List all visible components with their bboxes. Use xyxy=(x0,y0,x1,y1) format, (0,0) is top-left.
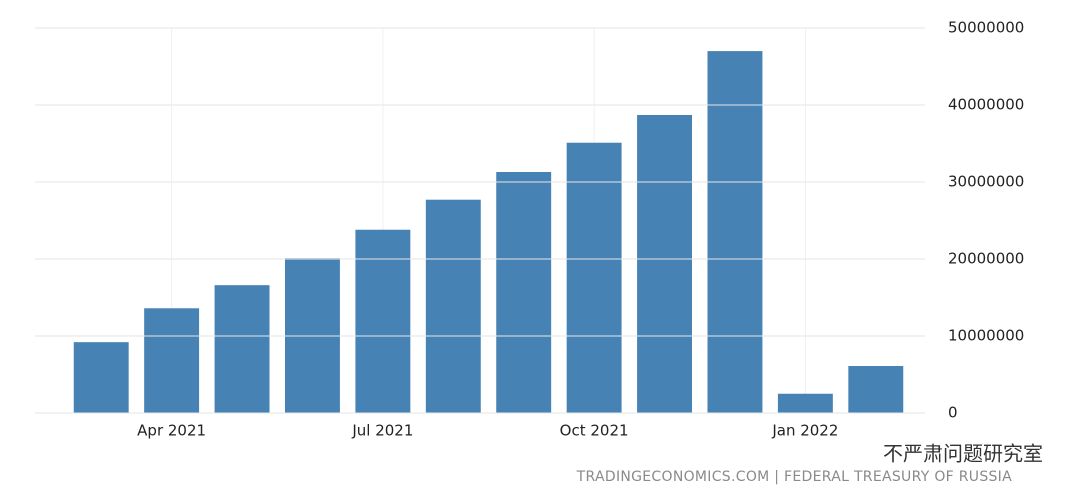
x-tick-label: Oct 2021 xyxy=(560,422,629,440)
bar xyxy=(73,342,129,413)
watermark: 不严肃问题研究室 xyxy=(883,442,1043,466)
x-tick-label: Apr 2021 xyxy=(137,422,206,440)
bar xyxy=(144,308,200,413)
bar xyxy=(425,199,481,413)
y-tick-label: 0 xyxy=(948,404,958,422)
y-tick-label: 10000000 xyxy=(948,327,1024,345)
x-tick-label: Jan 2022 xyxy=(771,422,838,440)
x-tick-label: Jul 2021 xyxy=(351,422,413,440)
bar xyxy=(848,366,904,413)
bar xyxy=(566,142,622,414)
y-tick-label: 40000000 xyxy=(948,96,1024,114)
bar xyxy=(496,171,552,413)
y-tick-label: 50000000 xyxy=(948,19,1024,37)
y-tick-label: 20000000 xyxy=(948,250,1024,268)
source: TRADINGECONOMICS.COM | FEDERAL TREASURY … xyxy=(576,469,1012,485)
bar xyxy=(637,115,693,413)
bar xyxy=(214,285,270,413)
bar xyxy=(707,51,763,413)
bar xyxy=(355,229,411,413)
y-tick-label: 30000000 xyxy=(948,173,1024,191)
bar xyxy=(777,393,833,413)
